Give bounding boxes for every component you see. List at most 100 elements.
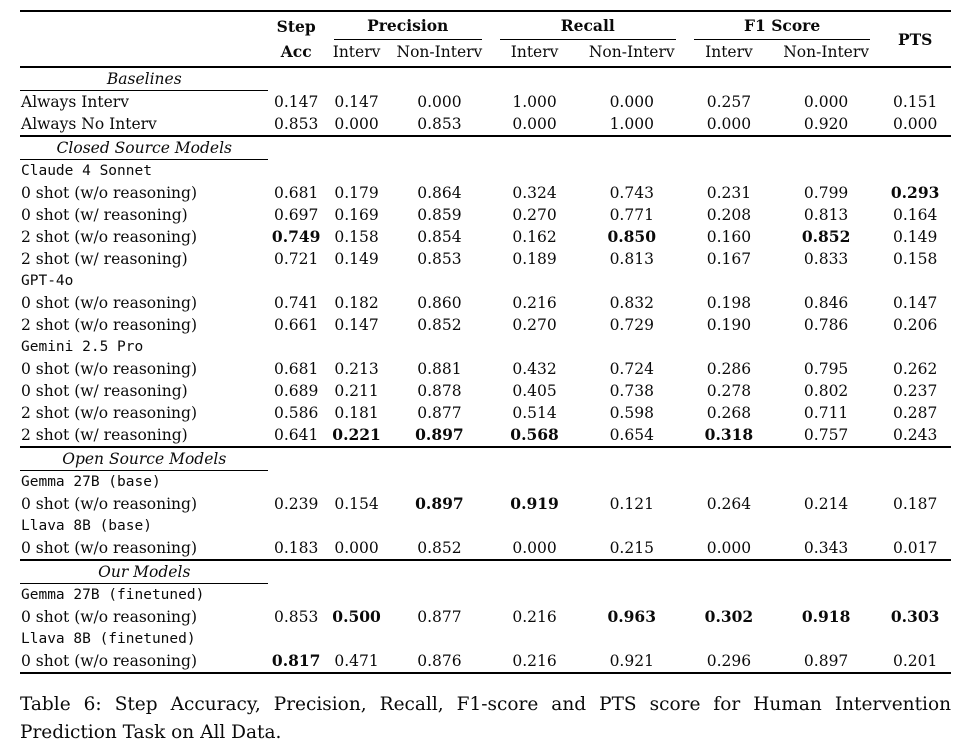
table-row: 2 shot (w/o reasoning) 0.586 0.181 0.877…: [20, 402, 951, 424]
cell-pts: 0.164: [892, 206, 938, 224]
cell-f1-noninterv: 0.786: [803, 316, 849, 334]
cell-pts: [879, 160, 951, 183]
cell-f1-interv: 0.198: [706, 294, 752, 312]
cell-precision-interv: [325, 270, 388, 292]
cell-step-acc: [267, 135, 325, 160]
cell-f1-interv: [685, 336, 773, 358]
cell-pts: [879, 559, 951, 584]
cell-pts: [879, 270, 951, 292]
cell-f1-noninterv: 0.833: [803, 250, 849, 268]
cell-recall-noninterv: 0.738: [609, 382, 654, 400]
cell-step-acc: 0.817: [271, 651, 321, 670]
cell-f1-noninterv: 0.897: [803, 652, 849, 670]
cell-f1-interv: [684, 135, 773, 160]
cell-f1-interv: [685, 67, 773, 91]
cell-recall-noninterv: 0.215: [609, 539, 654, 557]
header-group-recall: Recall: [491, 11, 685, 40]
table-row: 0 shot (w/o reasoning) 0.853 0.500 0.877…: [20, 606, 951, 628]
table-row: 0 shot (w/o reasoning) 0.817 0.471 0.876…: [20, 650, 951, 673]
cell-recall-noninterv: 0.850: [607, 227, 657, 246]
cell-f1-noninterv: 0.802: [803, 382, 849, 400]
cell-recall-interv: [491, 67, 579, 91]
row-label: Baselines: [20, 67, 268, 91]
header-row-groups: Step Acc Precision Recall F1 Score PTS: [20, 11, 951, 68]
cell-pts: [879, 67, 951, 91]
cell-precision-interv: 0.211: [334, 382, 379, 400]
cell-f1-noninterv: [773, 270, 879, 292]
cell-precision-interv: [324, 135, 389, 160]
header-recall-interv: Interv: [490, 40, 579, 68]
cell-recall-interv: 1.000: [512, 92, 557, 111]
cell-f1-noninterv: 0.000: [803, 92, 849, 111]
cell-recall-interv: 0.000: [512, 539, 557, 557]
header-group-recall-label: Recall: [499, 13, 676, 40]
cell-step-acc: 0.586: [274, 404, 319, 422]
header-group-f1: F1 Score: [685, 11, 879, 40]
cell-precision-interv: 0.149: [334, 250, 379, 268]
cell-precision-noninterv: 0.877: [417, 404, 462, 422]
cell-f1-interv: [684, 559, 773, 584]
section-row: Closed Source Models: [20, 135, 951, 160]
cell-f1-interv: 0.160: [706, 228, 752, 246]
cell-f1-noninterv: [773, 515, 879, 537]
row-label: 2 shot (w/ reasoning): [21, 426, 188, 444]
cell-precision-noninterv: [388, 336, 490, 358]
cell-recall-interv: 0.216: [512, 608, 557, 626]
cell-step-acc: [267, 446, 325, 471]
cell-f1-noninterv: [772, 135, 880, 160]
cell-recall-noninterv: 0.729: [609, 316, 654, 334]
row-label: 2 shot (w/o reasoning): [21, 228, 198, 246]
cell-precision-interv: 0.221: [332, 425, 381, 444]
cell-f1-interv: 0.000: [706, 115, 752, 133]
cell-recall-noninterv: [579, 515, 685, 537]
row-label: 0 shot (w/o reasoning): [21, 495, 198, 513]
cell-f1-interv: [685, 628, 773, 650]
cell-f1-interv: [685, 160, 773, 183]
cell-f1-interv: [685, 270, 773, 292]
table-row: 2 shot (w/ reasoning) 0.721 0.149 0.853 …: [20, 248, 951, 270]
row-label: Open Source Models: [20, 446, 268, 471]
cell-step-acc: 0.239: [274, 495, 319, 513]
cell-recall-noninterv: 0.963: [607, 607, 657, 626]
cell-f1-interv: [684, 446, 773, 471]
cell-precision-noninterv: 0.852: [417, 539, 462, 557]
cell-f1-noninterv: [773, 336, 879, 358]
cell-f1-noninterv: 0.813: [803, 206, 849, 224]
cell-precision-noninterv: 0.853: [417, 250, 462, 268]
cell-step-acc: 0.681: [274, 360, 319, 378]
cell-step-acc: 0.681: [274, 184, 319, 202]
cell-recall-noninterv: 0.724: [609, 360, 654, 378]
cell-recall-interv: 0.216: [512, 294, 557, 312]
cell-f1-noninterv: 0.852: [801, 227, 851, 246]
cell-recall-interv: 0.216: [512, 652, 557, 670]
cell-precision-noninterv: 0.864: [417, 184, 462, 202]
cell-pts: 0.287: [892, 404, 938, 422]
cell-precision-interv: [325, 336, 388, 358]
cell-pts: 0.201: [892, 652, 938, 670]
cell-step-acc: 0.689: [274, 382, 319, 400]
header-corner-cell: [20, 11, 268, 68]
row-label: Claude 4 Sonnet: [21, 163, 152, 179]
header-step-line1: Step: [276, 17, 316, 36]
row-label: Gemini 2.5 Pro: [21, 339, 144, 355]
cell-recall-noninterv: [579, 67, 685, 91]
cell-pts: 0.293: [890, 183, 940, 202]
section-row: Our Models: [20, 559, 951, 584]
cell-precision-noninterv: [388, 559, 491, 584]
table-row: 0 shot (w/ reasoning) 0.689 0.211 0.878 …: [20, 380, 951, 402]
cell-step-acc: [268, 584, 325, 607]
cell-precision-interv: [325, 584, 388, 607]
row-label: 0 shot (w/o reasoning): [21, 539, 198, 557]
cell-pts: [879, 336, 951, 358]
table-row: 0 shot (w/ reasoning) 0.697 0.169 0.859 …: [20, 204, 951, 226]
row-label: Our Models: [20, 559, 268, 584]
cell-f1-interv: 0.268: [706, 404, 752, 422]
cell-step-acc: [268, 628, 325, 650]
cell-precision-noninterv: 0.876: [417, 652, 462, 670]
cell-f1-interv: 0.190: [706, 316, 752, 334]
cell-step-acc: [268, 270, 325, 292]
row-label: Gemma 27B (finetuned): [21, 587, 205, 603]
cell-recall-noninterv: 0.813: [609, 250, 654, 268]
cell-precision-interv: 0.000: [334, 115, 379, 133]
cell-step-acc: 0.749: [271, 227, 321, 246]
